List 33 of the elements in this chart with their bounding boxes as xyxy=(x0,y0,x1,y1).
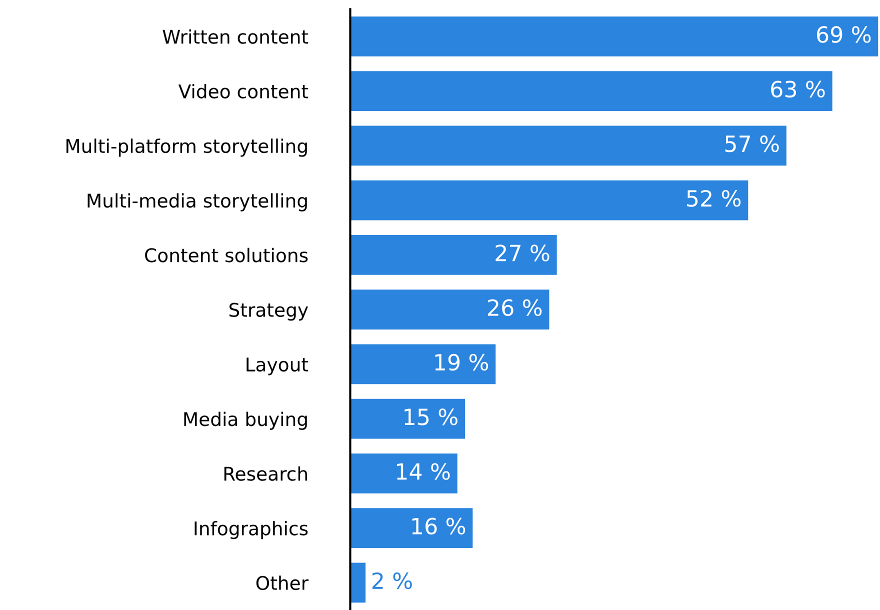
bar xyxy=(350,180,748,220)
y-tick-label: Strategy xyxy=(229,302,308,321)
bar xyxy=(350,290,550,330)
data-label: 69 % xyxy=(817,26,871,43)
y-tick-label: Content solutions xyxy=(145,248,308,262)
bar xyxy=(350,508,473,548)
data-label: 26 % xyxy=(488,299,542,316)
data-label: 15 % xyxy=(404,408,458,426)
bar xyxy=(350,562,366,603)
bar xyxy=(350,454,458,494)
data-label: 2 % xyxy=(372,572,412,590)
data-label: 57 % xyxy=(725,135,779,152)
y-tick-label: Video content xyxy=(178,84,308,98)
bar xyxy=(350,344,496,384)
y-tick-label: Written content xyxy=(162,29,308,44)
y-tick-label: Media buying xyxy=(184,412,307,430)
y-tick-label: Infographics xyxy=(194,520,308,540)
y-tick-label: Multi-media storytelling xyxy=(88,193,307,212)
data-label: 63 % xyxy=(771,80,825,98)
bar xyxy=(350,235,557,275)
data-label: 16 % xyxy=(412,518,466,535)
y-tick-label: Other xyxy=(256,576,309,590)
data-label: 52 % xyxy=(687,190,741,207)
data-label: 14 % xyxy=(397,463,450,480)
data-label: 27 % xyxy=(496,244,550,262)
y-tick-label: Research xyxy=(224,466,307,481)
bar xyxy=(350,16,878,56)
bar xyxy=(350,126,786,166)
bar xyxy=(350,71,832,112)
bar xyxy=(350,398,466,439)
y-tick-label: Multi-platform storytelling xyxy=(66,138,307,157)
data-label: 19 % xyxy=(435,354,488,371)
y-tick-label: Layout xyxy=(246,358,308,376)
